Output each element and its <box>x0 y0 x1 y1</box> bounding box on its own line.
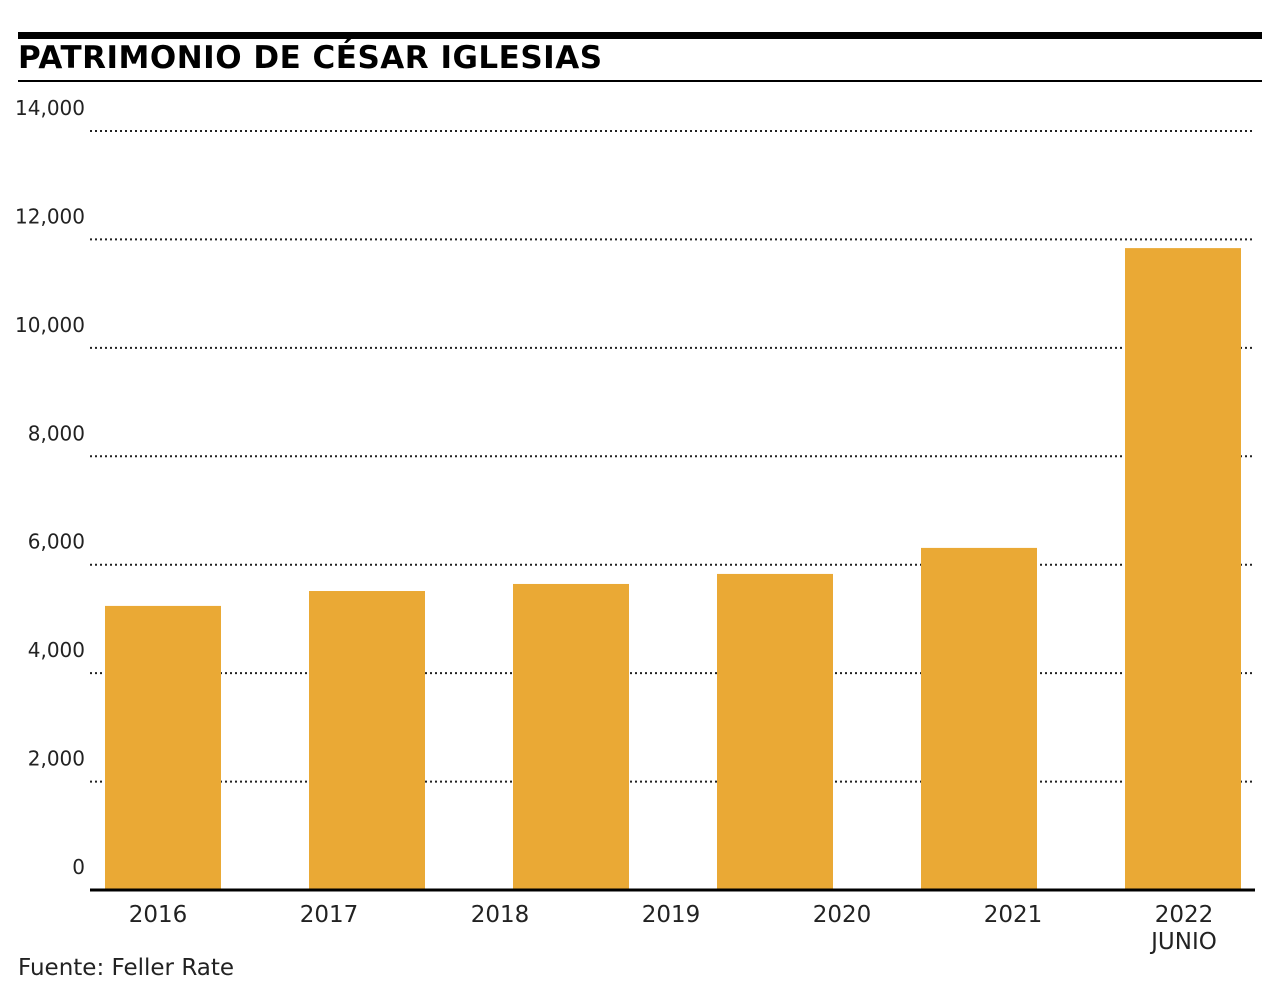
x-tick-label: 2016 <box>128 902 188 928</box>
y-tick-label: 14,000 <box>15 96 85 120</box>
y-tick-label: 10,000 <box>15 313 85 337</box>
y-tick-label: 12,000 <box>15 204 85 228</box>
bar <box>105 605 221 890</box>
y-tick-label: 8,000 <box>28 421 85 445</box>
y-tick-label: 4,000 <box>28 638 85 662</box>
bar <box>921 547 1037 890</box>
x-tick-label: 2018 <box>470 902 530 928</box>
x-tick-label: 2019 <box>641 902 701 928</box>
x-tick-label: 2021 <box>983 902 1043 928</box>
x-tick-label: 2017 <box>299 902 359 928</box>
bar <box>309 591 425 890</box>
y-tick-label: 2,000 <box>28 747 85 771</box>
x-tick-label: 2020 <box>812 902 872 928</box>
bar <box>513 583 629 890</box>
top-rule <box>18 32 1262 39</box>
x-tick-label: 2022 JUNIO <box>1151 902 1217 955</box>
y-tick-label: 0 <box>72 855 85 879</box>
title-rule <box>18 80 1262 82</box>
bar <box>1125 248 1241 891</box>
bar <box>717 573 833 890</box>
chart-title: PATRIMONIO DE CÉSAR IGLESIAS <box>18 40 603 76</box>
y-tick-label: 6,000 <box>28 530 85 554</box>
source: Fuente: Feller Rate <box>18 955 235 981</box>
